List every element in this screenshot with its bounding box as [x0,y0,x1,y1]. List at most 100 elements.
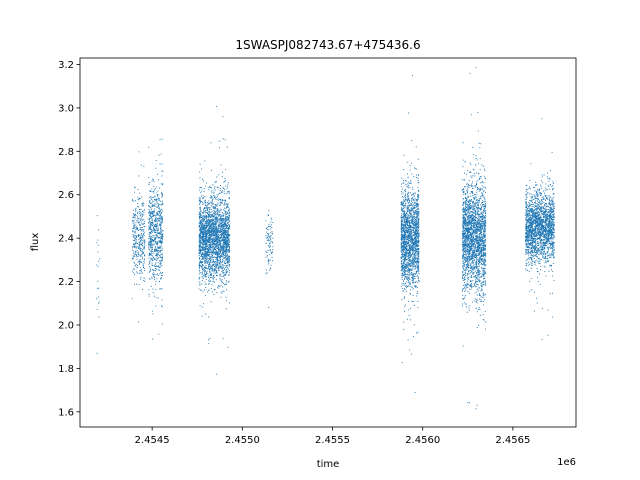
data-point [214,237,217,239]
data-point [135,255,138,257]
data-point [160,288,162,290]
data-point [404,284,406,286]
data-point [402,290,404,292]
data-point [162,271,164,273]
data-point [224,168,227,170]
data-point [152,248,154,251]
data-point [205,278,207,280]
data-point [201,197,203,199]
data-point [227,267,229,269]
data-point [210,230,213,232]
data-point [134,238,136,240]
data-point [225,283,228,286]
data-point [198,236,200,238]
data-point [201,220,203,222]
data-point [224,277,226,279]
data-point [411,202,414,204]
data-point [161,242,163,244]
data-point [204,237,206,239]
data-point [214,264,216,266]
data-point [162,220,164,222]
data-point [417,175,420,177]
data-point [222,138,224,140]
data-point [148,241,150,243]
data-point [415,245,417,247]
data-point [408,228,410,230]
data-point [208,189,210,191]
data-point [214,244,216,246]
data-point [211,255,213,257]
data-point [220,208,222,210]
data-point [212,251,215,253]
data-point [200,247,202,249]
data-point [219,242,221,244]
data-point [216,221,218,223]
data-point [203,258,205,260]
data-point [214,268,216,270]
data-point [158,269,160,271]
data-point [224,246,226,248]
data-point [161,265,163,267]
data-point [211,253,214,255]
data-point [226,235,228,237]
data-point [161,249,163,251]
data-point [198,197,200,199]
data-point [212,203,214,205]
data-point [211,267,213,269]
data-point [150,232,152,234]
data-point [225,255,228,257]
data-point [221,261,223,263]
data-point [413,247,415,249]
data-point [269,244,271,246]
data-point [204,294,207,296]
data-point [413,167,416,169]
data-point [209,234,211,237]
data-point [199,250,201,252]
data-point [149,260,151,262]
data-point [151,202,153,204]
data-point [138,235,140,237]
data-point [220,223,222,225]
data-point [265,227,267,230]
data-point [156,252,158,254]
data-point [415,202,417,204]
data-point [150,246,153,248]
data-point [216,245,218,247]
data-point [161,239,164,241]
data-point [417,198,419,200]
data-point [154,267,156,270]
data-point [161,222,163,224]
data-point [156,254,158,256]
data-point [206,242,208,245]
data-point [155,228,157,230]
data-point [200,226,202,228]
data-point [198,244,200,246]
data-point [138,233,140,235]
data-point [96,215,98,217]
data-point [220,228,222,230]
data-point [137,199,139,201]
data-point [227,182,229,184]
data-point [134,200,136,202]
data-point [410,228,412,230]
data-point [199,245,202,247]
data-point [140,243,142,245]
data-point [217,264,219,266]
data-point [151,214,153,216]
data-point [156,223,158,225]
data-point [221,214,223,216]
data-point [159,203,161,205]
data-point [159,163,161,165]
data-point [159,250,161,252]
data-point [228,257,230,259]
data-point [272,246,274,248]
data-point [225,296,227,298]
data-point [404,304,406,306]
data-point [159,245,161,247]
data-point [199,237,201,239]
data-point [224,255,226,257]
data-point [161,209,163,211]
data-point [407,235,409,237]
data-point [417,218,419,221]
data-point [223,187,225,189]
